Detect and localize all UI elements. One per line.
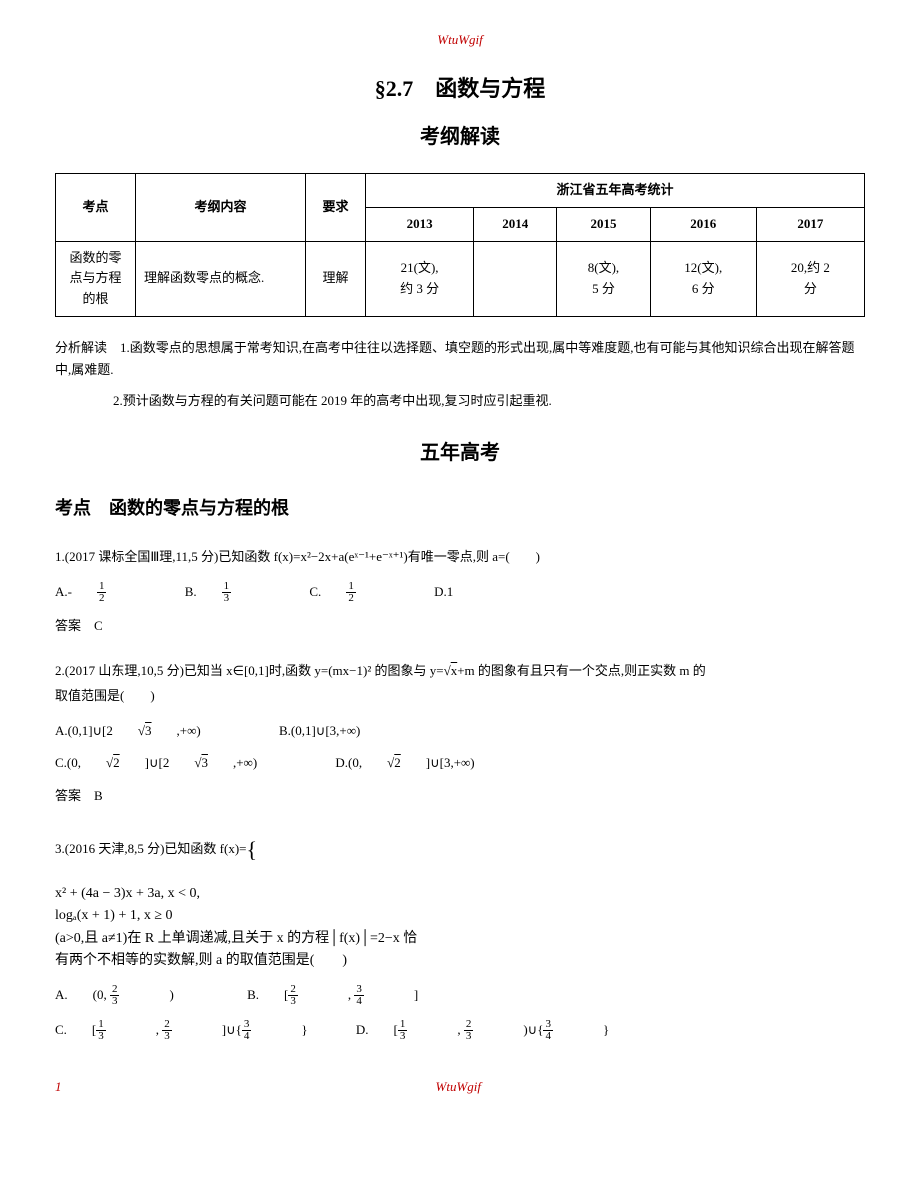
subtitle-kaogangjiedu: 考纲解读 (55, 121, 865, 153)
heading-kaodian: 考点 函数的零点与方程的根 (55, 494, 865, 523)
cell-2015: 8(文), 5 分 (557, 241, 651, 316)
table-row: 函数的零点与方程的根 理解函数零点的概念. 理解 21(文), 约 3 分 8(… (56, 241, 865, 316)
footer: 1 WtuWgif (55, 1077, 865, 1098)
heading-wunian: 五年高考 (55, 437, 865, 469)
th-2017: 2017 (756, 207, 864, 241)
q2-answer: 答案 B (55, 786, 865, 807)
th-requirement: 要求 (306, 173, 366, 241)
cell-2016: 12(文), 6 分 (650, 241, 756, 316)
th-2013: 2013 (366, 207, 474, 241)
th-2015: 2015 (557, 207, 651, 241)
syllabus-table: 考点 考纲内容 要求 浙江省五年高考统计 2013 2014 2015 2016… (55, 173, 865, 317)
cell-topic: 函数的零点与方程的根 (56, 241, 136, 316)
page-title: §2.7 函数与方程 (55, 71, 865, 106)
th-2014: 2014 (474, 207, 557, 241)
q3-options-row1: A.(0, 23) B.[23, 34] (55, 984, 865, 1007)
th-topic: 考点 (56, 173, 136, 241)
q3-options-row2: C.[13, 23]∪{34} D.[13, 23)∪{34} (55, 1019, 865, 1042)
footer-watermark: WtuWgif (436, 1077, 482, 1098)
q3-stem: 3.(2016 天津,8,5 分)已知函数 f(x)={ (55, 829, 865, 871)
analysis-para-2: 2.预计函数与方程的有关问题可能在 2019 年的高考中出现,复习时应引起重视. (113, 391, 865, 412)
cell-2017: 20,约 2 分 (756, 241, 864, 316)
q1-answer: 答案 C (55, 616, 865, 637)
q1-options: A.-12 B.13 C.12 D.1 (55, 581, 865, 604)
page-number: 1 (55, 1077, 62, 1098)
cell-2013: 21(文), 约 3 分 (366, 241, 474, 316)
th-content: 考纲内容 (136, 173, 306, 241)
cell-content: 理解函数零点的概念. (136, 241, 306, 316)
q2-stem: 2.(2017 山东理,10,5 分)已知当 x∈[0,1]时,函数 y=(mx… (55, 659, 865, 708)
th-stats: 浙江省五年高考统计 (366, 173, 865, 207)
cell-requirement: 理解 (306, 241, 366, 316)
q1-stem: 1.(2017 课标全国Ⅲ理,11,5 分)已知函数 f(x)=x²−2x+a(… (55, 545, 865, 570)
header-watermark: WtuWgif (55, 30, 865, 51)
analysis-para-1: 分析解读 1.函数零点的思想属于常考知识,在高考中往往以选择题、填空题的形式出现… (55, 337, 865, 381)
cell-2014 (474, 241, 557, 316)
q2-options-row1: A.(0,1]∪[2√3,+∞) B.(0,1]∪[3,+∞) (55, 721, 865, 742)
q2-options-row2: C.(0,√2]∪[2√3,+∞) D.(0,√2]∪[3,+∞) (55, 753, 865, 774)
th-2016: 2016 (650, 207, 756, 241)
